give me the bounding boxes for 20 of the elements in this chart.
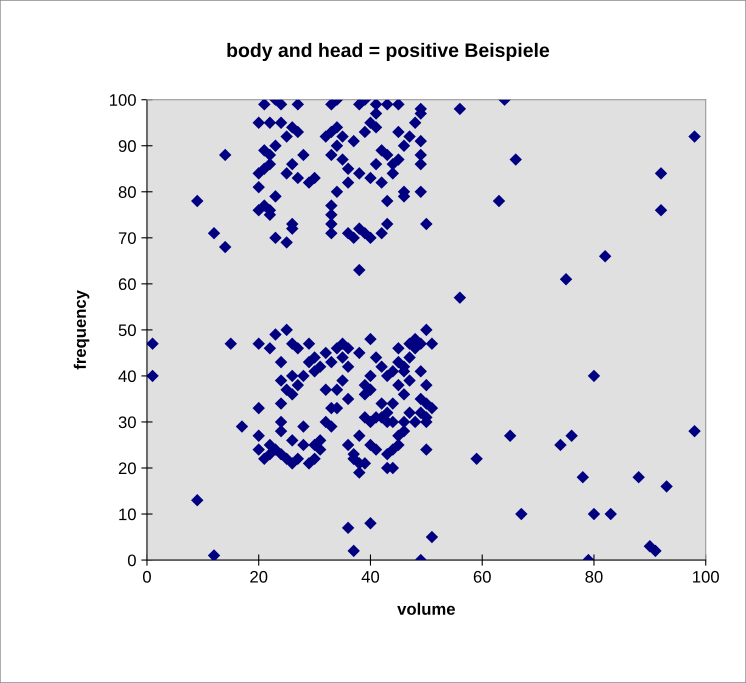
y-tick-label: 60	[118, 278, 136, 290]
y-tick-label: 100	[110, 94, 136, 106]
x-tick-label: 0	[142, 570, 151, 583]
y-tick-label: 40	[118, 370, 136, 382]
y-tick-label: 0	[128, 554, 136, 566]
y-tick-label: 80	[118, 186, 136, 198]
x-tick-label: 80	[585, 570, 603, 583]
y-axis-title: frequency	[74, 290, 90, 370]
y-tick-label: 20	[118, 462, 136, 474]
x-tick-label: 20	[250, 570, 268, 583]
y-tick-label: 30	[118, 416, 136, 428]
x-tick-label: 40	[362, 570, 380, 583]
y-tick-label: 70	[118, 232, 136, 244]
x-tick-label: 60	[474, 570, 491, 583]
x-tick-label: 100	[693, 570, 719, 583]
y-tick-label: 90	[118, 140, 136, 152]
chart-title: body and head = positive Beispiele	[227, 42, 550, 61]
x-axis-title: volume	[397, 602, 455, 615]
y-tick-label: 10	[119, 508, 136, 520]
y-tick-label: 50	[118, 324, 136, 336]
